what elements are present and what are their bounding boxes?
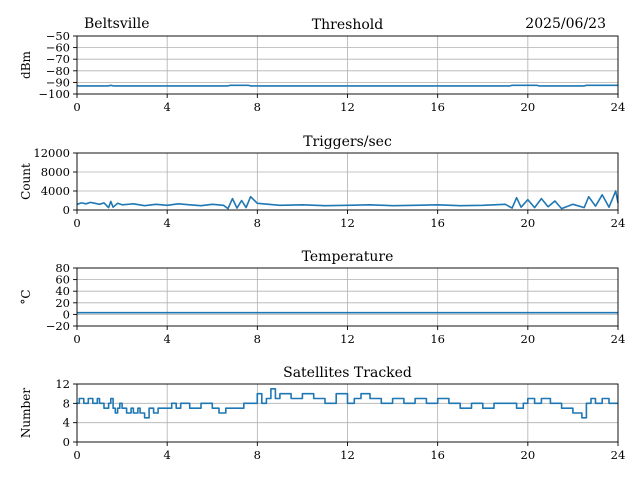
y-tick-label: 40 (55, 284, 70, 298)
y-tick-label: 8 (63, 396, 70, 410)
x-tick-label: 20 (521, 100, 536, 114)
y-tick-label: 12 (55, 377, 70, 391)
x-tick-label: 4 (164, 100, 171, 114)
y-tick-label: 80 (55, 261, 70, 275)
chart-title: Satellites Tracked (283, 365, 412, 381)
y-tick-label: 8000 (41, 165, 70, 179)
series-line-0 (77, 388, 618, 419)
chart-title: Threshold (312, 17, 383, 33)
x-tick-label: 0 (73, 100, 80, 114)
y-axis-label: Number (19, 388, 33, 438)
x-tick-label: 20 (521, 332, 536, 346)
y-axis-label: dBm (19, 50, 33, 79)
y-tick-label: 12000 (33, 146, 70, 160)
y-tick-label: −20 (46, 319, 70, 333)
series-line-0 (76, 190, 619, 210)
x-tick-label: 24 (611, 216, 626, 230)
chart-title: Triggers/sec (303, 134, 392, 150)
x-tick-label: 4 (164, 332, 171, 346)
y-axis-label: Count (19, 163, 33, 200)
x-tick-label: 0 (73, 216, 80, 230)
x-tick-label: 8 (254, 332, 261, 346)
x-tick-label: 4 (164, 448, 171, 462)
x-tick-label: 0 (73, 332, 80, 346)
x-tick-label: 12 (340, 216, 355, 230)
y-tick-label: −80 (46, 64, 70, 78)
x-tick-label: 8 (254, 216, 261, 230)
x-tick-label: 24 (611, 332, 626, 346)
chart-panel-1: 0 4 8 12 16 20 24 0 4000 8000 12000 Triggers/sec Cou… (19, 134, 625, 230)
y-tick-label: −70 (46, 52, 70, 66)
y-tick-label: 20 (55, 296, 70, 310)
x-tick-label: 8 (254, 100, 261, 114)
y-tick-label: −60 (46, 41, 70, 55)
x-tick-label: 20 (521, 216, 536, 230)
x-tick-label: 16 (430, 448, 445, 462)
y-tick-label: 4000 (41, 184, 70, 198)
station-label: Beltsville (84, 16, 150, 32)
y-tick-label: 0 (63, 203, 70, 217)
chart-panel-3: 0 4 8 12 16 20 24 0 4 8 12 Satellites Tracked Number (19, 365, 625, 462)
x-tick-label: 16 (430, 332, 445, 346)
x-tick-label: 24 (611, 448, 626, 462)
y-tick-label: 0 (63, 435, 70, 449)
series-line-0 (77, 84, 618, 87)
y-axis-label: °C (19, 289, 33, 304)
date-label: 2025/06/23 (525, 16, 606, 32)
y-tick-label: 0 (63, 307, 70, 321)
x-tick-label: 24 (611, 100, 626, 114)
y-tick-label: 60 (55, 273, 70, 287)
x-tick-label: 12 (340, 332, 355, 346)
x-tick-label: 12 (340, 448, 355, 462)
x-tick-label: 16 (430, 216, 445, 230)
chart-panels: 0 4 8 12 16 20 24 −100−90−80−70−60−50 Threshold d… (19, 17, 625, 462)
chart-title: Temperature (302, 249, 394, 265)
x-tick-label: 20 (521, 448, 536, 462)
x-tick-label: 0 (73, 448, 80, 462)
y-tick-label: 4 (63, 416, 70, 430)
y-tick-label: −50 (46, 29, 70, 43)
y-tick-label: −100 (38, 87, 70, 101)
y-tick-label: −90 (46, 75, 70, 89)
chart-panel-0: 0 4 8 12 16 20 24 −100−90−80−70−60−50 Threshold d… (19, 17, 625, 114)
x-tick-label: 4 (164, 216, 171, 230)
x-tick-label: 16 (430, 100, 445, 114)
x-tick-label: 12 (340, 100, 355, 114)
x-tick-label: 8 (254, 448, 261, 462)
